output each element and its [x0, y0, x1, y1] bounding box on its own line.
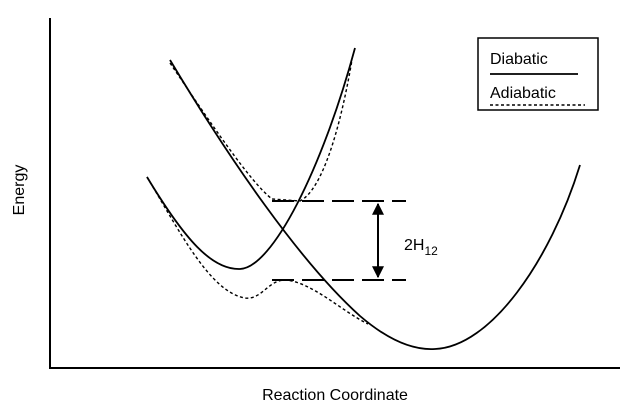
gap-label-main: 2H	[404, 237, 424, 254]
diabatic-curve-left	[146, 47, 356, 270]
adiabatic-lower	[146, 176, 369, 325]
legend-label: Diabatic	[490, 51, 548, 68]
legend-label: Adiabatic	[490, 85, 556, 102]
x-axis-label: Reaction Coordinate	[262, 387, 408, 404]
gap-label: 2H12	[404, 237, 438, 258]
y-axis-label: Energy	[11, 165, 28, 216]
adiabatic-upper	[169, 59, 353, 202]
gap-label-sub: 12	[424, 244, 438, 258]
diabatic-curve-right	[169, 59, 581, 351]
